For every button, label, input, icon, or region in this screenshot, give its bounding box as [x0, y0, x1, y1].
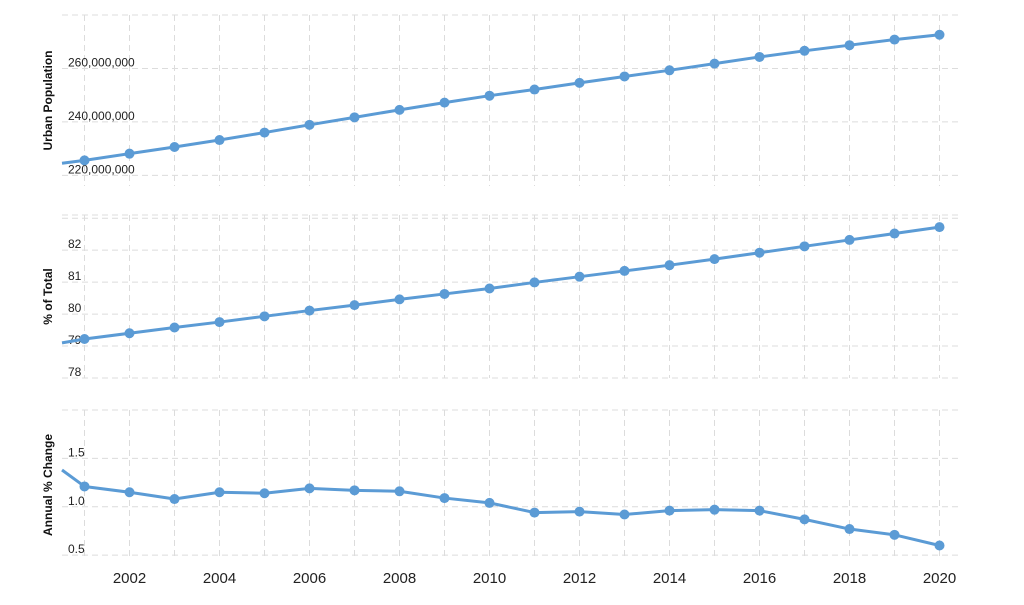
data-point[interactable]	[439, 97, 450, 108]
data-point[interactable]	[889, 228, 900, 239]
x-tick-label: 2006	[293, 570, 326, 587]
data-point[interactable]	[664, 65, 675, 76]
annual-change-panel: 0.5 1.0 1.5 Annual % Change	[41, 409, 962, 560]
x-tick-label: 2008	[383, 570, 416, 587]
data-point[interactable]	[169, 494, 180, 505]
data-point[interactable]	[214, 487, 225, 498]
data-point[interactable]	[484, 90, 495, 101]
series-line	[61, 468, 940, 547]
data-point[interactable]	[844, 40, 855, 51]
x-axis: 2002 2004 2006 2008 2010 2012 2014 2016 2018 2020	[113, 570, 956, 587]
y-tick-label: 82	[68, 237, 82, 251]
x-tick-label: 2014	[653, 570, 686, 587]
y-tick-label: 80	[68, 301, 82, 315]
data-point[interactable]	[304, 305, 315, 316]
data-point[interactable]	[304, 483, 315, 494]
data-point[interactable]	[664, 505, 675, 516]
urban-population-panel: 220,000,000 240,000,000 260,000,000 Urban P…	[41, 14, 962, 186]
data-point[interactable]	[124, 328, 135, 339]
data-point[interactable]	[304, 119, 315, 130]
y-tick-label: 220,000,000	[68, 162, 135, 176]
data-point[interactable]	[934, 540, 945, 551]
data-point[interactable]	[799, 514, 810, 525]
y-tick-label: 1.0	[68, 494, 85, 508]
y-axis-label: % of Total	[41, 268, 55, 324]
x-tick-label: 2018	[833, 570, 866, 587]
data-point[interactable]	[124, 487, 135, 498]
data-point[interactable]	[484, 283, 495, 294]
y-tick-label: 260,000,000	[68, 55, 135, 69]
data-point[interactable]	[889, 529, 900, 540]
data-point[interactable]	[574, 506, 585, 517]
data-point[interactable]	[394, 294, 405, 305]
data-point[interactable]	[79, 155, 90, 166]
data-point[interactable]	[394, 104, 405, 115]
data-point[interactable]	[529, 507, 540, 518]
y-tick-label: 240,000,000	[68, 109, 135, 123]
y-axis-label: Annual % Change	[41, 434, 55, 536]
data-point[interactable]	[754, 247, 765, 258]
data-point[interactable]	[934, 222, 945, 233]
data-point[interactable]	[574, 271, 585, 282]
x-tick-label: 2004	[203, 570, 236, 587]
x-tick-label: 2012	[563, 570, 596, 587]
data-point[interactable]	[709, 58, 720, 69]
data-point[interactable]	[259, 127, 270, 138]
x-tick-label: 2020	[923, 570, 956, 587]
data-point[interactable]	[844, 234, 855, 245]
x-tick-label: 2010	[473, 570, 506, 587]
data-point[interactable]	[529, 277, 540, 288]
x-tick-label: 2002	[113, 570, 146, 587]
data-point[interactable]	[799, 45, 810, 56]
data-point[interactable]	[214, 135, 225, 146]
data-point[interactable]	[349, 485, 360, 496]
data-point[interactable]	[169, 322, 180, 333]
data-point[interactable]	[664, 260, 675, 271]
data-point[interactable]	[709, 254, 720, 265]
y-tick-label: 78	[68, 365, 82, 379]
y-tick-label: 81	[68, 269, 82, 283]
data-point[interactable]	[754, 51, 765, 62]
data-point[interactable]	[709, 504, 720, 515]
data-point[interactable]	[619, 509, 630, 520]
data-point[interactable]	[439, 288, 450, 299]
data-point[interactable]	[214, 317, 225, 328]
data-point[interactable]	[619, 265, 630, 276]
data-point[interactable]	[124, 148, 135, 159]
data-point[interactable]	[169, 141, 180, 152]
data-point[interactable]	[529, 84, 540, 95]
data-point[interactable]	[439, 493, 450, 504]
data-point[interactable]	[619, 71, 630, 82]
data-point[interactable]	[349, 300, 360, 311]
data-point[interactable]	[889, 34, 900, 45]
x-tick-label: 2016	[743, 570, 776, 587]
data-point[interactable]	[349, 112, 360, 123]
data-point[interactable]	[754, 505, 765, 516]
data-point[interactable]	[844, 524, 855, 535]
data-point[interactable]	[394, 486, 405, 497]
data-point[interactable]	[79, 334, 90, 345]
data-point[interactable]	[934, 29, 945, 40]
data-point[interactable]	[799, 241, 810, 252]
data-point[interactable]	[79, 481, 90, 492]
y-tick-label: 1.5	[68, 445, 85, 459]
y-tick-label: 0.5	[68, 542, 85, 556]
data-point[interactable]	[259, 311, 270, 322]
data-point[interactable]	[259, 488, 270, 499]
data-point[interactable]	[574, 77, 585, 88]
data-point[interactable]	[484, 497, 495, 508]
y-axis-label: Urban Population	[41, 51, 55, 151]
